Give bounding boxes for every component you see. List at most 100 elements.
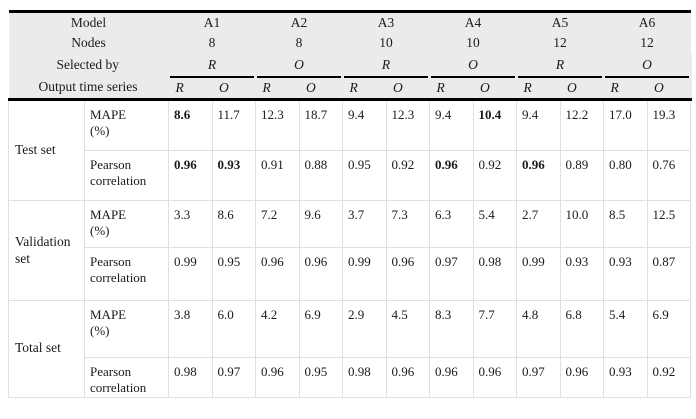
value-cell: 18.7 [298,99,343,151]
value-cell: 7.2 [255,200,300,248]
selected-by-value: O [254,53,344,78]
metric-line: correlation [90,270,147,286]
value-cell: 0.96 [385,247,430,301]
output-series-col: R [167,76,213,101]
value-cell: 0.96 [255,247,300,301]
value-cell: 5.4 [603,300,648,358]
selected-by-row-label: Selected by [8,53,169,77]
table-row: Test set MAPE (%) 8.6 11.7 12.3 18.7 9.4… [8,99,691,201]
value-cell: 6.9 [646,300,691,358]
metric-line: Pearson [90,254,132,269]
table-row: Pearson correlation 0.99 0.95 0.96 0.96 … [9,247,691,301]
table-row: Validation set MAPE (%) 3.3 8.6 7.2 9.6 … [8,200,691,301]
group-label: Total set [8,300,85,398]
value-cell: 2.9 [342,300,387,358]
nodes-value: 10 [429,32,517,54]
output-series-col: R [515,76,561,101]
table-body: Test set MAPE (%) 8.6 11.7 12.3 18.7 9.4… [8,99,691,398]
value-cell: 0.95 [298,357,343,398]
value-cell: 6.3 [429,200,474,248]
selected-by-value: R [341,53,431,78]
metric-line: Pearson [90,364,132,379]
model-name: A3 [342,11,430,33]
metric-label: Pearson correlation [84,247,169,301]
value-cell: 12.3 [385,99,430,151]
value-cell: 0.95 [342,150,387,201]
value-cell: 6.0 [211,300,256,358]
results-table: Model A1 A2 A3 A4 A5 A6 Nodes 8 8 10 10 … [8,10,692,398]
output-series-col: O [559,76,605,101]
metric-label: Pearson correlation [84,357,169,398]
selected-by-value: O [428,53,518,78]
value-cell: 12.3 [255,99,300,151]
nodes-value: 8 [168,32,256,54]
value-cell: 0.96 [516,150,561,201]
value-cell: 8.3 [429,300,474,358]
metric-line: (%) [90,123,110,139]
value-cell: 0.96 [429,150,474,201]
model-name: A2 [255,11,343,33]
metric-line: (%) [90,223,110,239]
metric-label: MAPE (%) [84,99,169,151]
value-cell: 0.97 [516,357,561,398]
value-cell: 0.93 [603,357,648,398]
metric-label: Pearson correlation [84,150,169,201]
nodes-row-label: Nodes [8,32,169,54]
nodes-value: 10 [342,32,430,54]
model-header-row: Model A1 A2 A3 A4 A5 A6 [8,11,691,33]
value-cell: 0.98 [342,357,387,398]
value-cell: 8.6 [168,99,213,151]
value-cell: 0.92 [646,357,691,398]
value-cell: 0.98 [168,357,213,398]
value-cell: 12.2 [559,99,604,151]
selected-by-value: R [515,53,605,78]
value-cell: 11.7 [211,99,256,151]
value-cell: 19.3 [646,99,691,151]
table-header: Model A1 A2 A3 A4 A5 A6 Nodes 8 8 10 10 … [8,11,692,101]
value-cell: 0.91 [255,150,300,201]
value-cell: 0.99 [342,247,387,301]
selected-by-value: R [167,53,257,78]
output-series-col: O [472,76,518,101]
output-series-header-row: Output time series R O R O R O R O R O R… [8,76,692,101]
nodes-value: 12 [603,32,691,54]
value-cell: 9.6 [298,200,343,248]
output-series-col: O [646,76,692,101]
value-cell: 10.0 [559,200,604,248]
value-cell: 0.88 [298,150,343,201]
value-cell: 0.95 [211,247,256,301]
value-cell: 4.5 [385,300,430,358]
value-cell: 0.97 [429,247,474,301]
table-row: Pearson correlation 0.96 0.93 0.91 0.88 … [9,150,691,201]
value-cell: 6.9 [298,300,343,358]
value-cell: 6.8 [559,300,604,358]
value-cell: 0.96 [168,150,213,201]
value-cell: 8.6 [211,200,256,248]
nodes-value: 12 [516,32,604,54]
nodes-value: 8 [255,32,343,54]
metric-line: (%) [90,323,110,339]
value-cell: 0.76 [646,150,691,201]
value-cell: 4.8 [516,300,561,358]
value-cell: 0.99 [516,247,561,301]
value-cell: 5.4 [472,200,517,248]
value-cell: 9.4 [516,99,561,151]
metric-line: MAPE [90,207,127,222]
value-cell: 0.93 [559,247,604,301]
value-cell: 0.99 [168,247,213,301]
value-cell: 7.3 [385,200,430,248]
value-cell: 0.89 [559,150,604,201]
value-cell: 0.96 [298,247,343,301]
value-cell: 0.98 [472,247,517,301]
nodes-header-row: Nodes 8 8 10 10 12 12 [8,32,691,54]
value-cell: 9.4 [342,99,387,151]
value-cell: 0.96 [429,357,474,398]
value-cell: 0.92 [472,150,517,201]
value-cell: 3.7 [342,200,387,248]
output-series-col: O [211,76,257,101]
group-label: Test set [8,99,85,201]
model-row-label: Model [8,11,169,33]
output-series-col: R [341,76,387,101]
value-cell: 0.87 [646,247,691,301]
metric-label: MAPE (%) [84,200,169,248]
